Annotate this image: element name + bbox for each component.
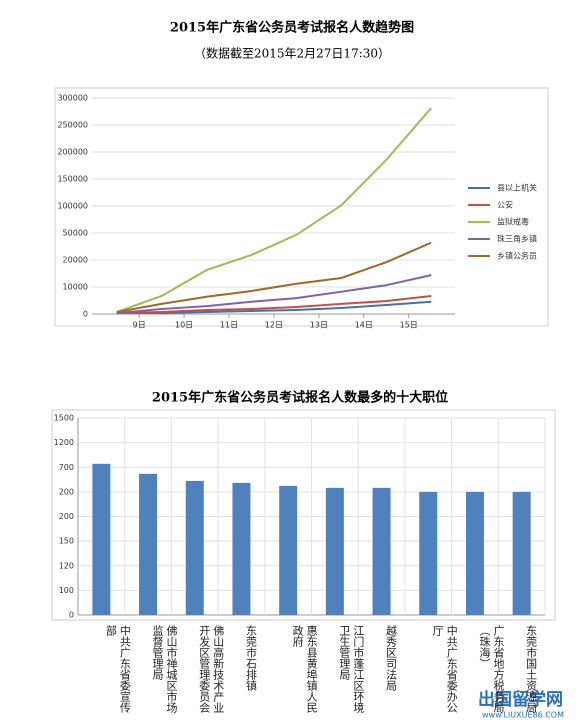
x-tick-label: 东莞市国土资源局 xyxy=(524,625,538,713)
x-tick-label: 12日 xyxy=(265,321,283,330)
y-tick-label: 0 xyxy=(83,310,88,319)
line xyxy=(116,107,432,313)
y-tick-label: 50000 xyxy=(63,229,88,238)
bar xyxy=(139,473,158,615)
line xyxy=(116,241,432,313)
line xyxy=(116,295,432,314)
y-tick-label: 20000 xyxy=(63,256,88,265)
x-tick-label: 越秀区司法局 xyxy=(384,625,398,691)
bar xyxy=(372,487,391,615)
y-tick-label: 250000 xyxy=(57,121,88,130)
line xyxy=(116,274,432,314)
bar xyxy=(232,482,251,615)
y-tick-label: 150000 xyxy=(57,175,88,184)
x-tick-label: 9日 xyxy=(133,321,146,330)
legend-label: 乡镇公务员 xyxy=(497,251,537,261)
x-tick-label: 东莞市石排镇 xyxy=(244,625,258,691)
y-tick-label: 10000 xyxy=(63,283,88,292)
x-tick-label: 14日 xyxy=(355,321,373,330)
y-tick-label: 150 xyxy=(59,537,74,546)
legend-label: 县以上机关 xyxy=(497,183,537,193)
bar xyxy=(279,485,298,615)
chart-subtitle: （数据截至2015年2月27日17:30） xyxy=(194,46,390,61)
y-tick-label: 100000 xyxy=(57,202,88,211)
x-tick-label: 江门市蓬江区环境卫生管理局 xyxy=(337,625,365,713)
y-tick-label: 1200 xyxy=(54,438,74,447)
y-tick-label: 300000 xyxy=(57,94,88,103)
x-tick-label: 13日 xyxy=(310,321,328,330)
y-tick-label: 0 xyxy=(69,611,74,620)
y-tick-label: 200000 xyxy=(57,148,88,157)
bar xyxy=(512,491,531,615)
x-tick-label: 佛山市禅城区市场监督管理局 xyxy=(151,625,179,713)
y-tick-label: 200 xyxy=(59,512,74,521)
watermark: 出国留学网 xyxy=(478,689,563,710)
chart-title: 2015年广东省公务员考试报名人数最多的十大职位 xyxy=(152,390,448,406)
legend-label: 公安 xyxy=(497,200,513,210)
bar xyxy=(465,491,484,615)
x-tick-label: 10日 xyxy=(175,321,193,330)
y-tick-label: 120 xyxy=(59,561,74,570)
y-tick-label: 1500 xyxy=(54,414,74,423)
legend-label: 珠三角乡镇 xyxy=(497,234,537,244)
bar xyxy=(185,480,204,615)
watermark-url: www.LIUXUE86.COM xyxy=(482,711,564,720)
y-tick-label: 200 xyxy=(59,487,74,496)
x-tick-label: 广东省地方税务局（珠海） xyxy=(477,625,505,713)
y-tick-label: 700 xyxy=(59,463,74,472)
x-tick-label: 佛山高新技术产业开发区管理委员会 xyxy=(197,625,225,713)
x-tick-label: 中共广东省委宣传部 xyxy=(104,625,132,713)
line xyxy=(116,300,432,314)
y-tick-label: 100 xyxy=(59,586,74,595)
frame xyxy=(54,87,549,327)
chart-title: 2015年广东省公务员考试报名人数趋势图 xyxy=(170,20,414,36)
x-tick-label: 惠东县黄埠镇人民政府 xyxy=(291,625,319,713)
bar xyxy=(325,487,344,615)
legend-label: 监狱戒毒 xyxy=(497,217,529,227)
x-tick-label: 15日 xyxy=(400,321,418,330)
bar xyxy=(92,463,111,615)
bar xyxy=(419,491,438,615)
x-tick-label: 11日 xyxy=(220,321,238,330)
frame xyxy=(51,409,556,621)
x-tick-label: 中共广东省委办公厅 xyxy=(431,625,459,713)
